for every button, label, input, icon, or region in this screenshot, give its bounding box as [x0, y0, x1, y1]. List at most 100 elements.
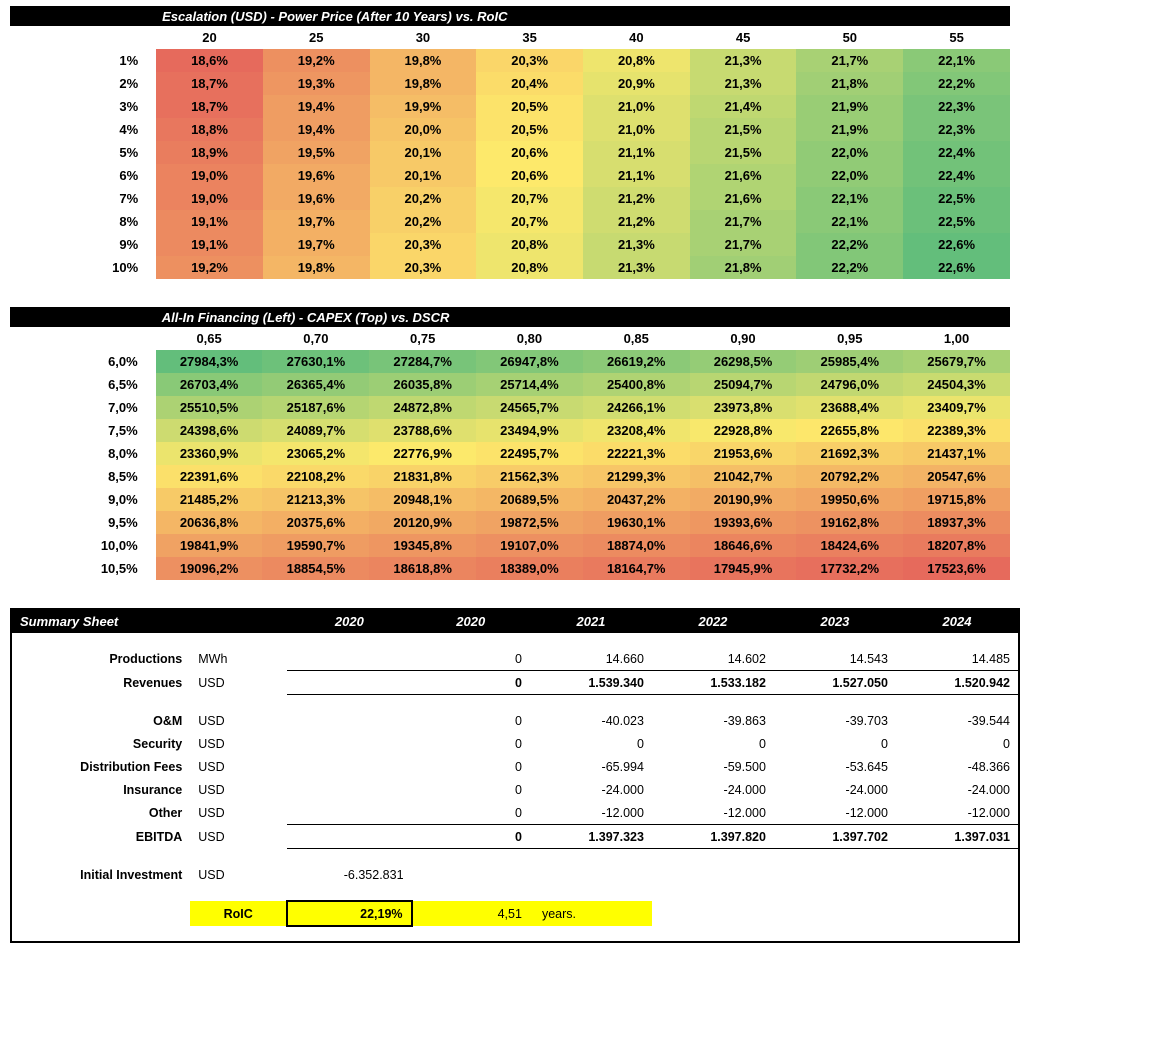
heat-cell: 19,7%: [263, 233, 370, 256]
heat-cell: 22,4%: [903, 141, 1010, 164]
heat-cell: 24266,1%: [583, 396, 690, 419]
value-cell: -12.000: [530, 801, 652, 825]
heat-cell: 19841,9%: [156, 534, 263, 557]
row-unit: USD: [190, 709, 287, 732]
heat-cell: 20636,8%: [156, 511, 263, 534]
value-cell: [287, 671, 411, 695]
heat-cell: 18164,7%: [583, 557, 690, 580]
row-unit: USD: [190, 671, 287, 695]
col-head: 50: [796, 26, 903, 49]
heat-cell: 22,6%: [903, 233, 1010, 256]
heat-cell: 23409,7%: [903, 396, 1010, 419]
heat-cell: 22,3%: [903, 118, 1010, 141]
value-cell: 14.543: [774, 647, 896, 671]
heat-cell: 21562,3%: [476, 465, 583, 488]
heat-cell: 19,2%: [263, 49, 370, 72]
heat-cell: 22,0%: [796, 164, 903, 187]
value-cell: -24.000: [530, 778, 652, 801]
roic-value: 22,19%: [287, 901, 411, 926]
heat-cell: 21,7%: [690, 233, 797, 256]
row-head: 6,0%: [10, 350, 156, 373]
heat-cell: 19,5%: [263, 141, 370, 164]
heat-cell: 26365,4%: [262, 373, 369, 396]
heat-cell: 19,2%: [156, 256, 263, 279]
heat-cell: 19,8%: [370, 49, 477, 72]
heat-cell: 25679,7%: [903, 350, 1010, 373]
value-cell: -6.352.831: [287, 863, 411, 886]
heat-cell: 22,2%: [796, 256, 903, 279]
heat-cell: 18618,8%: [369, 557, 476, 580]
row-label: Productions: [11, 647, 190, 671]
col-head: 0,85: [583, 327, 690, 350]
heat-cell: 21692,3%: [796, 442, 903, 465]
value-cell: 1.527.050: [774, 671, 896, 695]
financing-capex-vs-dscr-table: All-In Financing (Left) - CAPEX (Top) vs…: [10, 307, 1010, 580]
year-head: 2023: [774, 609, 896, 633]
heat-cell: 20,5%: [476, 118, 583, 141]
value-cell: 0: [412, 709, 530, 732]
row-unit: USD: [190, 755, 287, 778]
row-head: 6,5%: [10, 373, 156, 396]
col-head: 0,95: [796, 327, 903, 350]
row-unit: USD: [190, 801, 287, 825]
heat-cell: 22,3%: [903, 95, 1010, 118]
row-label: EBITDA: [11, 825, 190, 849]
heat-cell: 24796,0%: [796, 373, 903, 396]
heat-cell: 20,7%: [476, 210, 583, 233]
heat-cell: 18,7%: [156, 72, 263, 95]
year-head: 2020: [412, 609, 530, 633]
heat-cell: 22,0%: [796, 141, 903, 164]
escalation-vs-roic-table: Escalation (USD) - Power Price (After 10…: [10, 6, 1010, 279]
heat-cell: 22,5%: [903, 210, 1010, 233]
heat-cell: 22,2%: [903, 72, 1010, 95]
heat-cell: 19,1%: [156, 233, 263, 256]
heat-cell: 20,2%: [370, 210, 477, 233]
heat-cell: 19,0%: [156, 164, 263, 187]
heat-cell: 21,1%: [583, 141, 690, 164]
heat-cell: 21,2%: [583, 210, 690, 233]
heat-cell: 18,8%: [156, 118, 263, 141]
heat-cell: 21437,1%: [903, 442, 1010, 465]
heat-cell: 23208,4%: [583, 419, 690, 442]
row-head: 8,5%: [10, 465, 156, 488]
heat-cell: 19,8%: [370, 72, 477, 95]
heat-cell: 23688,4%: [796, 396, 903, 419]
value-cell: [287, 732, 411, 755]
heat-cell: 21,0%: [583, 95, 690, 118]
heat-cell: 21831,8%: [369, 465, 476, 488]
year-head: 2020: [287, 609, 411, 633]
value-cell: -40.023: [530, 709, 652, 732]
heat-cell: 19,8%: [263, 256, 370, 279]
heat-cell: 22108,2%: [262, 465, 369, 488]
col-head: 55: [903, 26, 1010, 49]
heat-cell: 22389,3%: [903, 419, 1010, 442]
value-cell: 0: [412, 755, 530, 778]
row-label: Revenues: [11, 671, 190, 695]
value-cell: 1.397.323: [530, 825, 652, 849]
row-label: Other: [11, 801, 190, 825]
value-cell: -39.703: [774, 709, 896, 732]
row-head: 10,0%: [10, 534, 156, 557]
heat-cell: 20,8%: [476, 233, 583, 256]
heat-cell: 18937,3%: [903, 511, 1010, 534]
heat-cell: 20,6%: [476, 164, 583, 187]
heat-cell: 19,4%: [263, 118, 370, 141]
value-cell: 14.602: [652, 647, 774, 671]
heat-cell: 17523,6%: [903, 557, 1010, 580]
heat-cell: 26298,5%: [690, 350, 797, 373]
heat-cell: 20,8%: [476, 256, 583, 279]
col-head: 20: [156, 26, 263, 49]
heat-cell: 21,6%: [690, 187, 797, 210]
heat-cell: 25985,4%: [796, 350, 903, 373]
heat-cell: 18646,6%: [690, 534, 797, 557]
value-cell: 14.660: [530, 647, 652, 671]
row-head: 3%: [10, 95, 156, 118]
year-head: 2024: [896, 609, 1019, 633]
value-cell: 1.397.702: [774, 825, 896, 849]
heat-cell: 22776,9%: [369, 442, 476, 465]
year-head: 2022: [652, 609, 774, 633]
heat-cell: 17732,2%: [796, 557, 903, 580]
heat-cell: 25510,5%: [156, 396, 263, 419]
value-cell: [652, 863, 774, 886]
heat-cell: 20,8%: [583, 49, 690, 72]
